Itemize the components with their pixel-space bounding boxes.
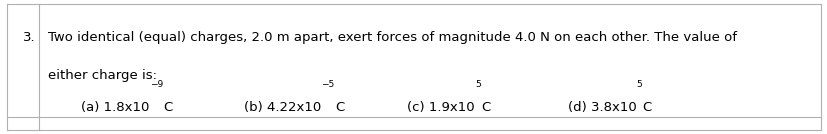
Text: C: C	[642, 101, 651, 114]
Text: either charge is:: either charge is:	[48, 68, 157, 82]
Text: C: C	[163, 101, 172, 114]
Text: 3.: 3.	[23, 31, 36, 44]
Text: Two identical (equal) charges, 2.0 m apart, exert forces of magnitude 4.0 N on e: Two identical (equal) charges, 2.0 m apa…	[48, 31, 736, 44]
Text: 5: 5	[475, 80, 480, 89]
Text: 5: 5	[636, 80, 642, 89]
Text: C: C	[480, 101, 490, 114]
Text: (d) 3.8x10: (d) 3.8x10	[567, 101, 636, 114]
Text: (b) 4.22x10: (b) 4.22x10	[244, 101, 321, 114]
Text: (c) 1.9x10: (c) 1.9x10	[407, 101, 475, 114]
Text: −5: −5	[321, 80, 334, 89]
Text: C: C	[334, 101, 343, 114]
Text: (a) 1.8x10: (a) 1.8x10	[81, 101, 150, 114]
Text: −9: −9	[150, 80, 163, 89]
